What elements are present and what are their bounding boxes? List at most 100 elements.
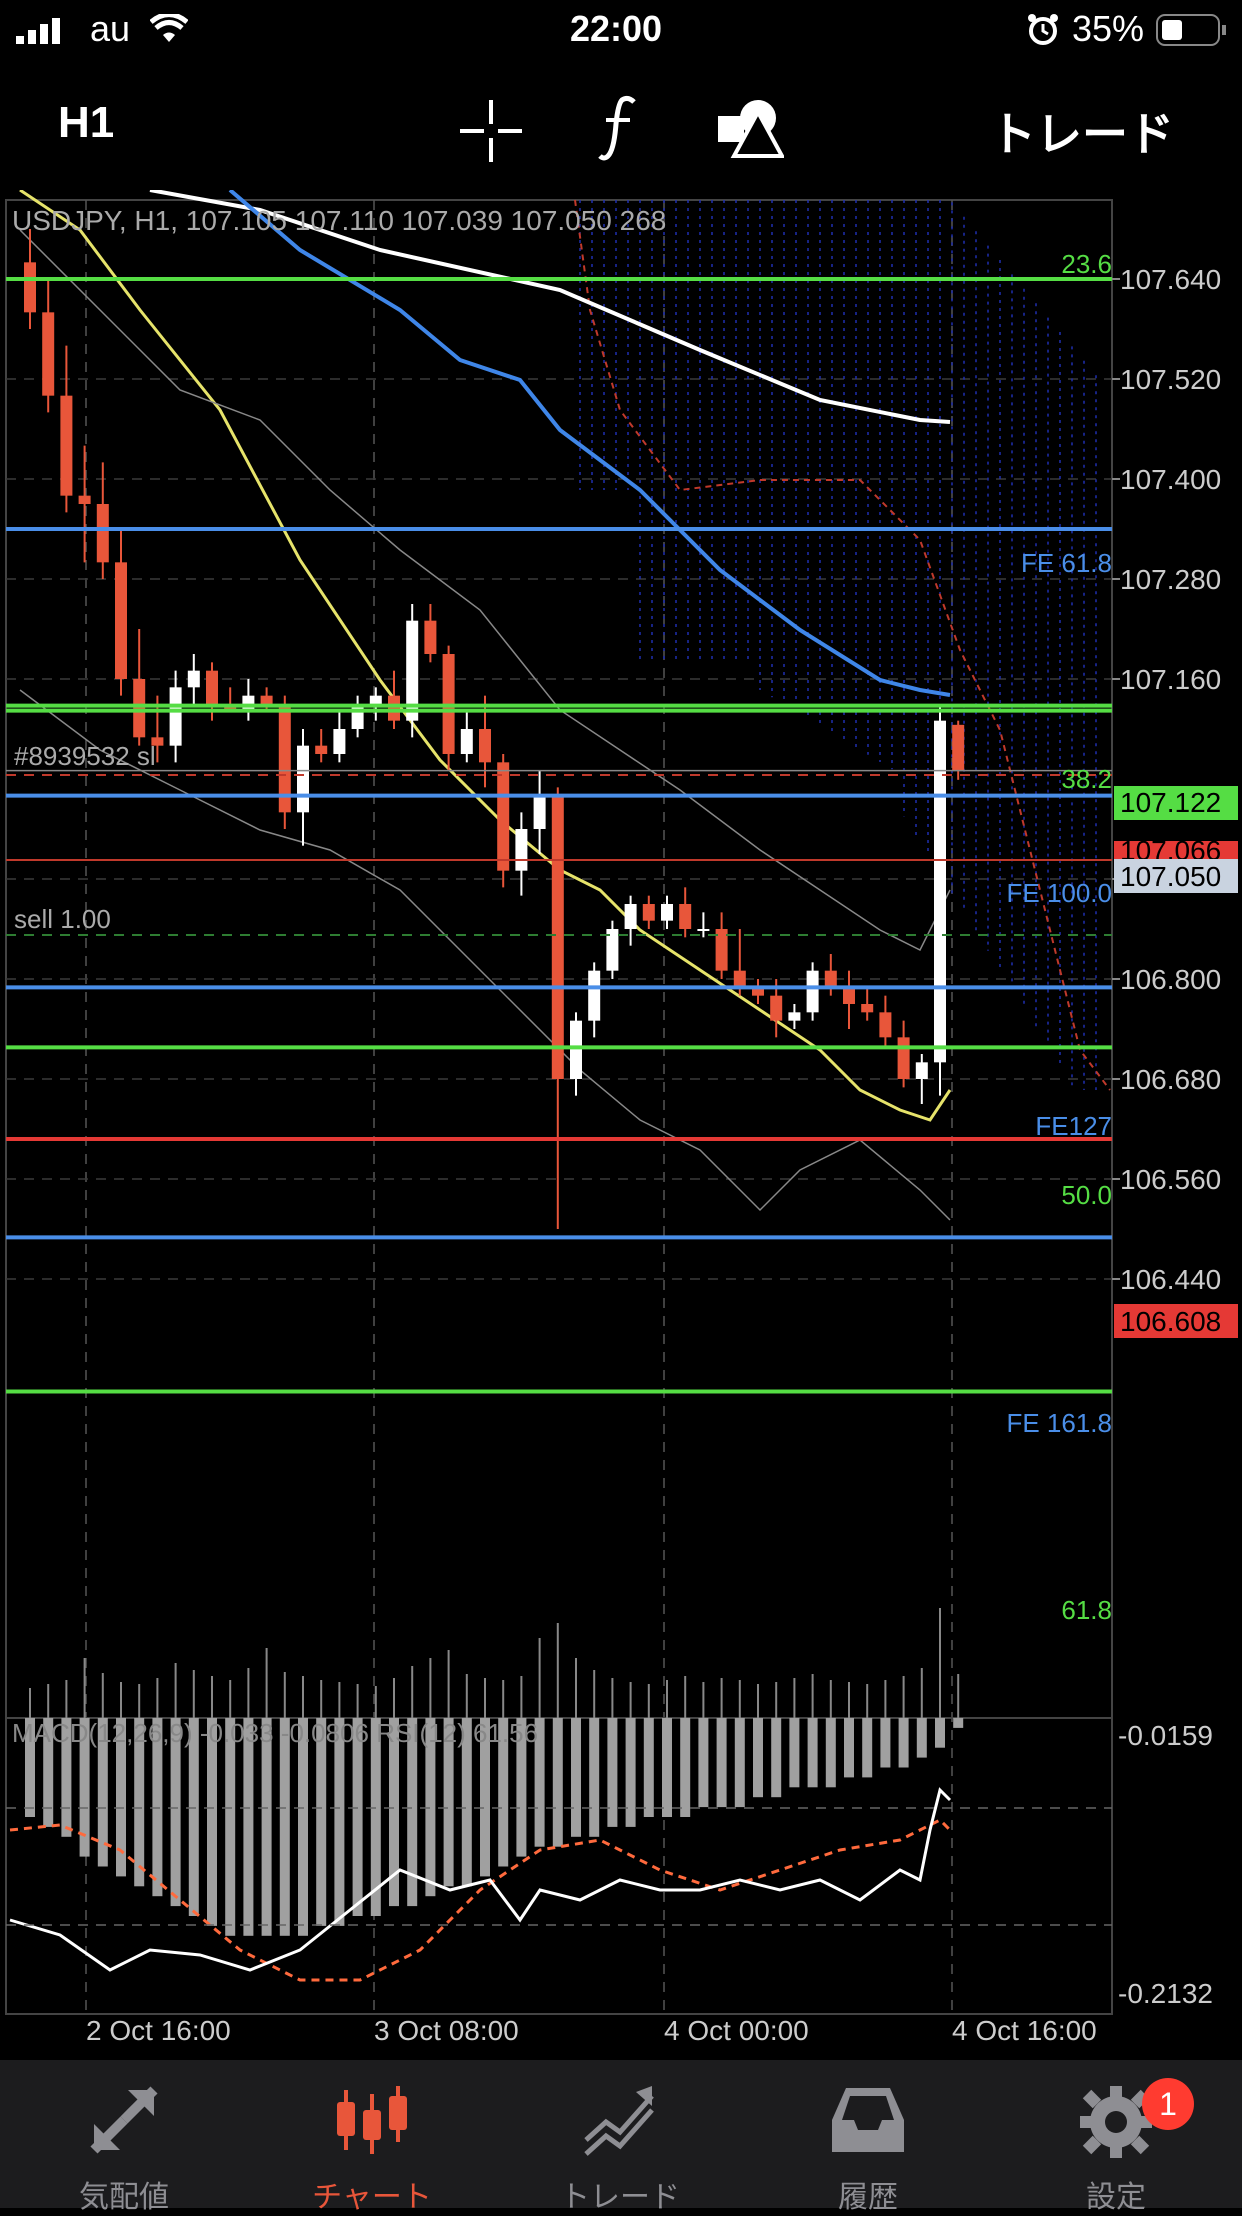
fib-50-label: 50.0 [1061, 1180, 1112, 1210]
candle-body [879, 1012, 892, 1038]
ask-tag-label: 107.122 [1120, 787, 1221, 818]
clock: 22:00 [570, 8, 663, 49]
candle-body [333, 729, 346, 754]
ma-yellow-line [19, 190, 952, 1122]
candle-body [788, 1012, 801, 1021]
candle-body [824, 970, 837, 988]
macd-bar [825, 1718, 836, 1788]
sell-label: sell 1.00 [14, 904, 111, 934]
candle-body [806, 970, 819, 1013]
macd-bar [789, 1718, 800, 1788]
price-axis-label: 107.640 [1120, 264, 1221, 295]
price-axis-label: 106.440 [1120, 1264, 1221, 1295]
crosshair-icon[interactable] [460, 100, 522, 162]
macd-bar [498, 1718, 509, 1867]
fe-127-label: FE127 [1035, 1111, 1112, 1141]
macd-bar [316, 1718, 327, 1926]
macd-bar [534, 1718, 545, 1847]
status-bar: au 22:00 35% [0, 0, 1242, 60]
macd-bar [298, 1718, 308, 1936]
price-chart[interactable]: USDJPY, H1, 107.105 107.110 107.039 107.… [0, 190, 1242, 2060]
macd-bar [116, 1718, 126, 1877]
macd-histogram [25, 1718, 964, 1936]
candle-body [770, 995, 783, 1021]
macd-bar [425, 1718, 436, 1897]
price-axis-label: 106.560 [1120, 1164, 1221, 1195]
fe-61-label: FE 61.8 [1021, 548, 1112, 578]
gear-icon [1080, 2086, 1152, 2158]
candle-body [297, 745, 309, 813]
chart-header: USDJPY, H1, 107.105 107.110 107.039 107.… [12, 205, 666, 236]
timeframe-button[interactable]: H1 [58, 98, 115, 147]
time-label: 3 Oct 08:00 [374, 2015, 519, 2046]
tab-chart[interactable]: チャート [248, 2060, 496, 2214]
macd-bar [480, 1718, 490, 1877]
tab-bar: 気配値 チャート トレード 履歴 [0, 2060, 1242, 2214]
macd-bar [79, 1718, 90, 1857]
candle-body [551, 795, 564, 1079]
candle-body [897, 1037, 910, 1079]
macd-bar [370, 1718, 381, 1916]
tab-trade[interactable]: トレード [496, 2060, 744, 2214]
candle-body [843, 987, 855, 1004]
trade-button[interactable]: トレード [990, 108, 1174, 160]
candle-body [169, 687, 182, 746]
macd-bar [334, 1718, 345, 1926]
candle-body [315, 745, 328, 754]
indicator-f-icon[interactable] [598, 94, 642, 164]
macd-bar [443, 1718, 454, 1887]
macd-bar [698, 1718, 709, 1808]
alarm-icon [1028, 14, 1058, 45]
candle-body [133, 679, 146, 738]
tab-settings[interactable]: 設定 [992, 2060, 1240, 2214]
tab-quotes[interactable]: 気配値 [0, 2060, 248, 2214]
candle-body [260, 695, 273, 704]
last-tag [1114, 841, 1238, 861]
carrier-label: au [90, 8, 131, 49]
macd-bar [552, 1718, 563, 1847]
horizontal-levels [6, 277, 1112, 1394]
trade-line-icon [584, 2086, 654, 2156]
macd-bar [225, 1718, 236, 1936]
fe-100-label: FE 100.0 [1006, 878, 1112, 908]
tab-label: チャート [312, 2181, 432, 2214]
candle-body [42, 312, 55, 396]
macd-bar [97, 1718, 108, 1867]
candles-icon [337, 2086, 407, 2154]
macd-bar [389, 1718, 399, 1907]
battery-icon [1156, 14, 1226, 46]
macd-axis-top: -0.0159 [1118, 1720, 1213, 1751]
macd-bar [625, 1718, 636, 1827]
price-axis-label: 107.400 [1120, 464, 1221, 495]
ask-tag [1114, 786, 1238, 820]
bollinger-upper [19, 229, 951, 952]
macd-bar [953, 1718, 964, 1728]
tab-label: トレード [560, 2181, 680, 2214]
macd-bar [152, 1718, 163, 1897]
tab-history[interactable]: 履歴 [744, 2060, 992, 2214]
macd-bar [662, 1718, 672, 1817]
cloud-span-line [574, 199, 1111, 1091]
macd-bar [461, 1718, 472, 1887]
macd-bar [170, 1718, 181, 1907]
price-axis-label: 107.280 [1120, 564, 1221, 595]
candle-body [278, 704, 291, 813]
macd-bar [43, 1718, 54, 1827]
macd-bar [279, 1718, 290, 1936]
macd-bar [607, 1718, 618, 1827]
macd-bar [862, 1718, 873, 1778]
macd-label: MACD(12,26,9) -0.033 -0.0806 RSI(12) 61.… [12, 1718, 538, 1748]
price-axis-label: 106.800 [1120, 964, 1221, 995]
candle-body [533, 795, 546, 829]
objects-icon[interactable] [718, 96, 784, 158]
candle-body [661, 904, 673, 921]
candle-body [715, 929, 728, 971]
macd-bar [407, 1718, 418, 1907]
bid-tag-label: 107.050 [1120, 861, 1221, 892]
price-axis: 107.640107.520107.400107.280107.160106.9… [1112, 264, 1221, 1295]
macd-bar [753, 1718, 763, 1798]
tab-label: 履歴 [838, 2181, 898, 2214]
macd-bar [680, 1718, 691, 1817]
candle-body [187, 670, 200, 688]
candle-body [115, 562, 127, 679]
